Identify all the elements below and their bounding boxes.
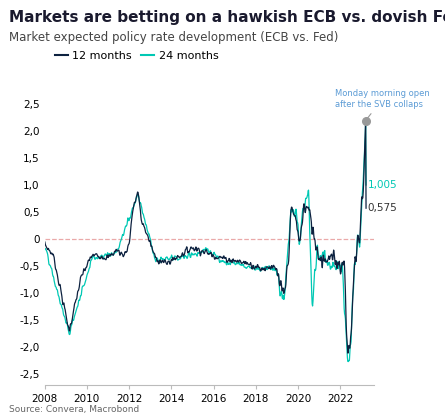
Text: Market expected policy rate development (ECB vs. Fed): Market expected policy rate development … [9, 31, 338, 44]
Text: Monday morning open
after the SVB collaps: Monday morning open after the SVB collap… [335, 89, 430, 119]
Text: 1,005: 1,005 [368, 180, 397, 190]
Text: Markets are betting on a hawkish ECB vs. dovish Fed: Markets are betting on a hawkish ECB vs.… [9, 10, 445, 25]
Legend: 12 months, 24 months: 12 months, 24 months [50, 47, 223, 66]
Text: Source: Convera, Macrobond: Source: Convera, Macrobond [9, 405, 139, 414]
Text: 0,575: 0,575 [368, 203, 397, 213]
